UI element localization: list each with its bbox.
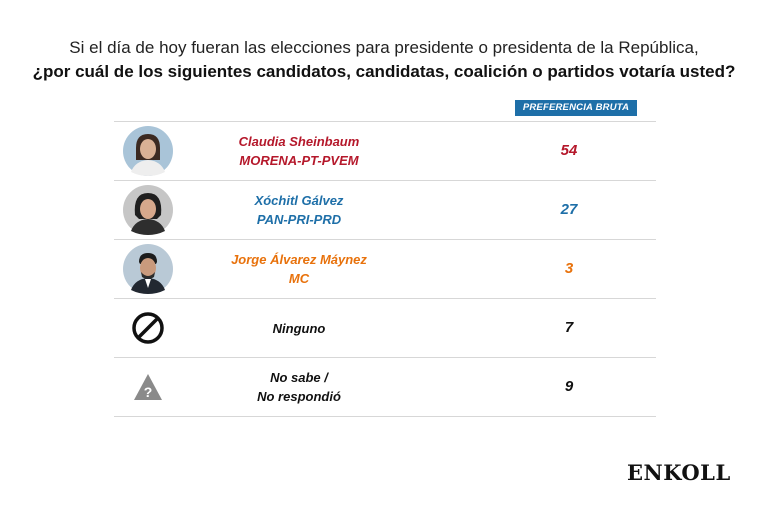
value-cell: 7 [564,319,574,336]
party-name: MC [288,271,310,286]
party-name: MORENA-PT-PVEM [239,153,359,168]
value-cell: 9 [564,378,574,395]
table-row: Claudia Sheinbaum MORENA-PT-PVEM 54 [114,122,656,181]
candidate-portrait-icon [123,185,173,235]
candidate-portrait-icon [123,126,173,176]
party-name: PAN-PRI-PRD [256,212,342,227]
table-row: Jorge Álvarez Máynez MC 3 [114,240,656,299]
option-label: No sabe / [270,370,328,385]
row-label: Xóchitl Gálvez PAN-PRI-PRD [184,181,414,239]
table-row: ? No sabe / No respondió 9 [114,358,656,417]
value-cell: 3 [564,260,574,277]
table-row: Ninguno 7 [114,299,656,358]
candidate-name: Claudia Sheinbaum [238,134,360,149]
value-cell: 27 [560,201,578,218]
row-label: Ninguno [184,299,414,357]
candidate-name: Xóchitl Gálvez [254,193,344,208]
table-row: Xóchitl Gálvez PAN-PRI-PRD 27 [114,181,656,240]
results-table: Claudia Sheinbaum MORENA-PT-PVEM 54 Xóch… [114,121,656,417]
row-label: No sabe / No respondió [184,358,414,416]
enkoll-logo: ENKOLL [627,460,731,485]
candidate-portrait-icon [123,244,173,294]
column-header: PREFERENCIA BRUTA [515,100,637,116]
option-label: Ninguno [272,320,326,336]
value-cell: 54 [560,142,578,159]
chart-title-line2: ¿por cuál de los siguientes candidatos, … [32,62,736,81]
row-label: Claudia Sheinbaum MORENA-PT-PVEM [184,122,414,180]
svg-text:?: ? [144,384,153,400]
prohibited-icon [132,312,164,344]
chart-title-line1: Si el día de hoy fueran las elecciones p… [69,38,699,57]
warning-question-icon: ? [134,374,162,400]
option-label-line2: No respondió [257,389,341,404]
candidate-name: Jorge Álvarez Máynez [231,252,367,267]
row-label: Jorge Álvarez Máynez MC [184,240,414,298]
